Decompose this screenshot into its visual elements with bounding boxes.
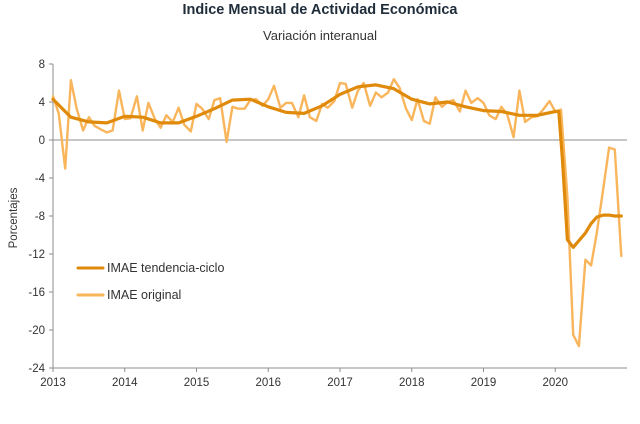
- x-tick-label: 2018: [399, 377, 425, 389]
- series-layer: [51, 77, 623, 348]
- legend-label-original: IMAE original: [107, 288, 181, 302]
- x-tick-label: 2020: [542, 377, 568, 389]
- y-tick-label: -12: [28, 249, 45, 261]
- y-tick-label: -8: [35, 211, 45, 223]
- y-tick-label: -24: [28, 363, 45, 375]
- series-line-tendencia-ciclo: [51, 83, 623, 249]
- y-tick-label: -16: [28, 287, 45, 299]
- x-tick-label: 2016: [255, 377, 281, 389]
- chart-subtitle: Variación interanual: [263, 28, 377, 43]
- x-tick-label: 2019: [471, 377, 497, 389]
- x-tick-label: 2017: [327, 377, 353, 389]
- x-tick-label: 2013: [40, 377, 66, 389]
- chart-title: Indice Mensual de Actividad Económica: [182, 2, 458, 18]
- legend-label-tendencia-ciclo: IMAE tendencia-ciclo: [107, 261, 224, 275]
- y-tick-label: 0: [39, 135, 45, 147]
- x-tick-label: 2014: [112, 377, 138, 389]
- y-tick-label: -20: [28, 325, 45, 337]
- legend: IMAE tendencia-ciclo IMAE original: [76, 261, 224, 302]
- axes: 8 4 0 -4 -8 -12 -16 -20 -24 2013 2014 2015 2016 2017 2…: [28, 59, 627, 389]
- y-tick-label: -4: [35, 173, 46, 185]
- y-tick-label: 4: [39, 97, 46, 109]
- y-axis-label: Porcentajes: [8, 187, 20, 248]
- series-line-original: [51, 77, 623, 348]
- y-tick-label: 8: [39, 59, 45, 71]
- x-tick-label: 2015: [184, 377, 210, 389]
